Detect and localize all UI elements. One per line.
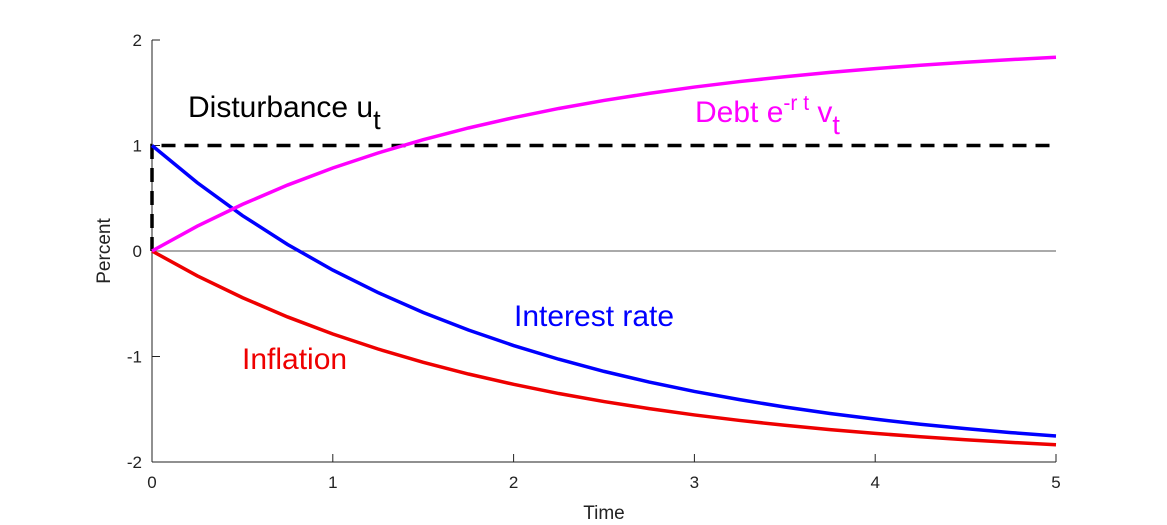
line-series: [151, 249, 1057, 447]
x-tick-label: 2: [509, 473, 518, 492]
series-label-part: Interest rate: [514, 300, 674, 333]
series-label: Interest rate: [514, 300, 674, 333]
series-label: Disturbance ut: [188, 91, 381, 135]
series-label-part: Debt e: [695, 96, 783, 129]
x-tick-label: 5: [1051, 473, 1060, 492]
y-tick-label: -2: [127, 453, 142, 472]
y-tick-label: 0: [133, 242, 142, 261]
y-tick-label: 1: [133, 137, 142, 156]
y-tick-label: 2: [133, 31, 142, 50]
line-series: [150, 143, 1056, 251]
y-axis-title: Percent: [94, 218, 115, 284]
line-series: [151, 55, 1057, 253]
y-tick-label: -1: [127, 348, 142, 367]
series-label-part: t: [832, 110, 840, 140]
series-label: Debt e-r t vt: [695, 92, 840, 140]
x-axis-title: Time: [583, 503, 625, 524]
series-label-part: -r t: [783, 92, 809, 115]
series-label-part: Inflation: [242, 343, 347, 376]
series-label-part: Disturbance u: [188, 91, 373, 124]
series-label: Inflation: [242, 343, 347, 376]
x-tick-label: 4: [870, 473, 879, 492]
line-series: [150, 144, 1057, 438]
x-tick-label: 1: [328, 473, 337, 492]
x-tick-label: 3: [690, 473, 699, 492]
series-label-part: t: [373, 105, 381, 135]
series-label-part: v: [809, 96, 832, 129]
x-tick-label: 0: [147, 473, 156, 492]
